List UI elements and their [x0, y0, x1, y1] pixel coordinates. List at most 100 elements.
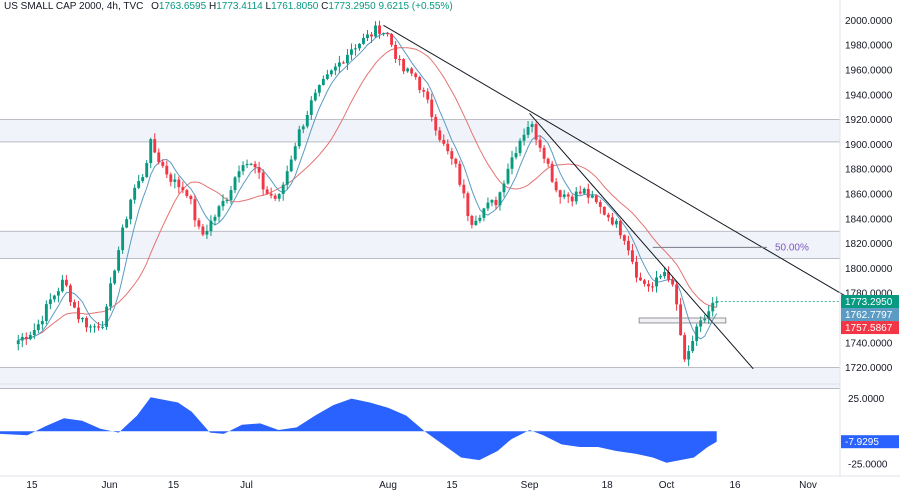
candle [526, 120, 530, 139]
candle [370, 32, 373, 43]
candle [635, 255, 638, 283]
slow-moving-average [18, 47, 717, 341]
candle [438, 126, 442, 143]
candle [466, 191, 470, 222]
candle [687, 345, 691, 367]
candle [402, 57, 406, 75]
candle [24, 332, 28, 345]
osc-y-tick-label: 25.0000 [848, 394, 885, 405]
candle [538, 135, 542, 153]
candle [105, 303, 109, 331]
candle [305, 110, 309, 129]
candle [647, 280, 650, 292]
y-tick-label: 1860.0000 [845, 190, 893, 201]
candle [273, 193, 277, 201]
candle [133, 184, 137, 204]
candle [36, 319, 40, 334]
candle [93, 323, 96, 333]
candle [217, 204, 221, 222]
y-tick-label: 2000.0000 [845, 16, 893, 27]
candle [398, 55, 402, 66]
change-value: 9.6215 (+0.55%) [378, 1, 453, 12]
trendline-0[interactable] [383, 24, 850, 299]
candle [153, 133, 157, 154]
candle [454, 157, 458, 168]
zone-2 [0, 367, 840, 389]
candle [630, 243, 634, 265]
support-resistance-zones [0, 119, 840, 389]
candle [193, 194, 197, 227]
candle [261, 169, 265, 196]
candle [699, 316, 703, 333]
y-tick-label: 1800.0000 [845, 264, 893, 275]
drawings[interactable]: 50.00% [383, 24, 850, 370]
zone-0 [0, 119, 840, 142]
y-tick-label: 1840.0000 [845, 214, 893, 225]
candle [89, 324, 92, 333]
candle [277, 193, 281, 202]
candle [141, 173, 145, 184]
candle [321, 75, 325, 86]
fast-ma-line [18, 32, 718, 341]
symbol-label: US SMALL CAP 2000, 4h, TVC [4, 1, 144, 12]
candle [297, 125, 301, 149]
candle [56, 287, 60, 303]
oscillator-panel [0, 383, 840, 463]
fast-moving-average [18, 32, 718, 341]
candle [610, 212, 614, 226]
candle [281, 181, 285, 201]
zone-1 [0, 231, 840, 259]
candle [325, 69, 329, 81]
candle [418, 75, 422, 94]
candle [594, 194, 598, 204]
candle [470, 214, 474, 229]
x-tick-label: 15 [168, 480, 180, 491]
candle [81, 317, 84, 323]
consolidation-box[interactable] [638, 317, 727, 324]
candle [225, 197, 229, 204]
candle [651, 282, 654, 292]
candle [586, 183, 590, 204]
x-tick-label: 15 [26, 480, 38, 491]
candle [715, 296, 719, 308]
candle [201, 223, 205, 237]
trendline-1[interactable] [529, 113, 754, 370]
y-tick-label: 1780.0000 [845, 289, 893, 300]
candle [614, 218, 618, 228]
candle [32, 323, 36, 340]
candle [626, 235, 630, 256]
candle [28, 331, 32, 341]
candle [558, 189, 562, 204]
candle [313, 89, 317, 102]
candle [109, 277, 113, 311]
candle [683, 332, 687, 363]
candle [566, 192, 570, 204]
candle [534, 122, 538, 146]
candle [366, 29, 369, 41]
candle [97, 321, 100, 331]
candle [639, 272, 642, 281]
candle [249, 162, 253, 166]
candle [241, 161, 245, 176]
candle [161, 159, 165, 168]
candle [145, 160, 149, 178]
candle [221, 194, 225, 211]
candle [60, 275, 64, 293]
candle [64, 275, 68, 288]
candle [695, 323, 699, 346]
candle [73, 299, 76, 309]
close-label: C [321, 1, 329, 12]
x-tick-label: Nov [799, 480, 817, 491]
candle [229, 186, 233, 205]
osc-value-label: -7.9295 [845, 437, 879, 448]
fib-level-label: 50.00% [775, 242, 809, 253]
candle [414, 72, 418, 80]
candle [502, 180, 506, 198]
candle [245, 159, 249, 169]
candle [213, 214, 217, 225]
price-tag-2 [841, 321, 899, 335]
candle [562, 189, 566, 200]
candle [265, 186, 269, 195]
candle [48, 293, 52, 310]
